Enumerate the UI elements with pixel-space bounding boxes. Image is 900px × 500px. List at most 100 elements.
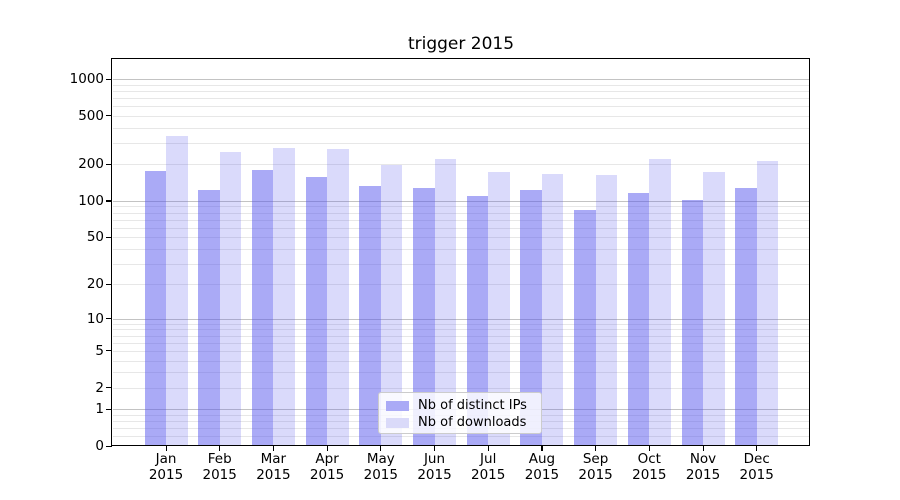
legend-label-distinct-ips: Nb of distinct IPs <box>418 398 527 413</box>
bar-downloads-sep <box>595 175 618 446</box>
x-tick-mark <box>541 446 543 451</box>
legend-swatch-distinct-ips <box>386 400 409 411</box>
y-tick-label: 50 <box>86 229 104 246</box>
gridline-minor <box>113 84 810 86</box>
gridline-minor <box>113 360 810 362</box>
y-tick-mark <box>106 236 112 238</box>
y-tick-label: 20 <box>86 276 104 293</box>
y-tick-label: 500 <box>78 107 104 124</box>
gridline-minor <box>113 263 810 265</box>
x-tick-mark <box>487 446 489 451</box>
x-tick-mark <box>380 446 382 451</box>
x-tick-mark <box>595 446 597 451</box>
legend-swatch-downloads <box>386 417 409 428</box>
legend: Nb of distinct IPs Nb of downloads <box>378 392 542 434</box>
x-tick-mark <box>165 446 167 451</box>
gridline-minor <box>113 227 810 229</box>
x-tick-label-aug: Aug 2015 <box>524 451 560 483</box>
bar-ips-nov <box>681 200 703 446</box>
x-tick-label-dec: Dec 2015 <box>739 451 774 483</box>
x-tick-label-jan: Jan 2015 <box>148 451 184 483</box>
bar-ips-feb <box>198 189 220 446</box>
y-tick-label: 200 <box>78 156 104 173</box>
legend-item-distinct-ips: Nb of distinct IPs <box>379 397 541 414</box>
x-tick-label-jul: Jul 2015 <box>471 451 506 483</box>
y-tick-mark <box>106 387 112 389</box>
legend-label-downloads: Nb of downloads <box>418 415 527 430</box>
gridline-minor <box>113 350 810 352</box>
gridline-minor <box>113 335 810 337</box>
gridline-major <box>113 79 810 80</box>
gridline-minor <box>113 387 810 389</box>
bar-downloads-dec <box>756 160 779 446</box>
y-tick-mark <box>106 115 112 117</box>
x-tick-mark <box>648 446 650 451</box>
gridline-minor <box>113 164 810 166</box>
gridline-minor <box>113 284 810 286</box>
chart-title: trigger 2015 <box>407 34 515 54</box>
y-tick-label: 100 <box>78 192 104 209</box>
bar-ips-aug <box>520 190 542 446</box>
bar-ips-jan <box>144 171 166 446</box>
x-tick-label-nov: Nov 2015 <box>685 451 721 483</box>
gridline-minor <box>113 372 810 374</box>
y-tick-mark <box>106 318 112 320</box>
gridline-minor <box>113 237 810 239</box>
gridline-minor <box>113 436 810 438</box>
x-tick-mark <box>756 446 758 451</box>
x-tick-label-may: May 2015 <box>363 451 398 483</box>
gridline-minor <box>113 142 810 144</box>
gridline-minor <box>113 90 810 92</box>
y-tick-label: 0 <box>95 438 104 454</box>
bar-ips-dec <box>735 187 757 446</box>
bar-downloads-oct <box>649 159 671 446</box>
x-tick-label-sep: Sep 2015 <box>578 451 613 483</box>
bar-downloads-jun <box>434 159 456 446</box>
y-tick-mark <box>106 200 112 202</box>
bar-downloads-jan <box>166 135 188 446</box>
y-tick-label: 1000 <box>69 71 104 87</box>
bar-ips-mar <box>251 169 274 446</box>
legend-item-downloads: Nb of downloads <box>379 414 541 431</box>
x-tick-mark <box>326 446 328 451</box>
gridline-minor <box>113 219 810 221</box>
gridline-minor <box>113 127 810 129</box>
bar-downloads-feb <box>219 152 242 446</box>
y-tick-mark <box>106 78 112 80</box>
bar-ips-may <box>359 185 381 446</box>
gridline-minor <box>113 342 810 344</box>
gridline-minor <box>113 98 810 99</box>
y-tick-mark <box>106 163 112 165</box>
gridline-minor <box>113 212 810 214</box>
x-tick-label-oct: Oct 2015 <box>632 451 667 483</box>
y-tick-mark <box>106 283 112 285</box>
x-tick-label-apr: Apr 2015 <box>309 451 345 483</box>
x-tick-mark <box>702 446 704 451</box>
y-tick-label: 2 <box>95 379 104 396</box>
bar-ips-jun <box>413 187 435 446</box>
y-tick-mark <box>106 350 112 352</box>
bar-downloads-nov <box>703 171 725 446</box>
gridline-minor <box>113 115 810 117</box>
y-tick-label: 5 <box>95 342 104 359</box>
y-tick-label: 10 <box>86 310 104 327</box>
bar-downloads-aug <box>541 173 564 446</box>
bar-downloads-apr <box>327 149 349 446</box>
bar-downloads-jul <box>488 171 510 446</box>
x-tick-mark <box>272 446 275 451</box>
gridline-minor <box>113 106 810 108</box>
bar-downloads-mar <box>273 148 295 446</box>
x-tick-label-feb: Feb 2015 <box>202 451 237 483</box>
y-tick-label: 1 <box>95 401 104 418</box>
gridline-minor <box>113 329 810 331</box>
y-tick-mark <box>106 408 112 410</box>
x-tick-mark <box>434 446 436 451</box>
bar-ips-apr <box>305 176 328 446</box>
x-tick-label-mar: Mar 2015 <box>256 451 291 483</box>
y-tick-mark <box>106 445 112 447</box>
gridline-minor <box>113 206 810 208</box>
gridline-minor <box>113 248 810 250</box>
x-tick-mark <box>219 446 221 451</box>
